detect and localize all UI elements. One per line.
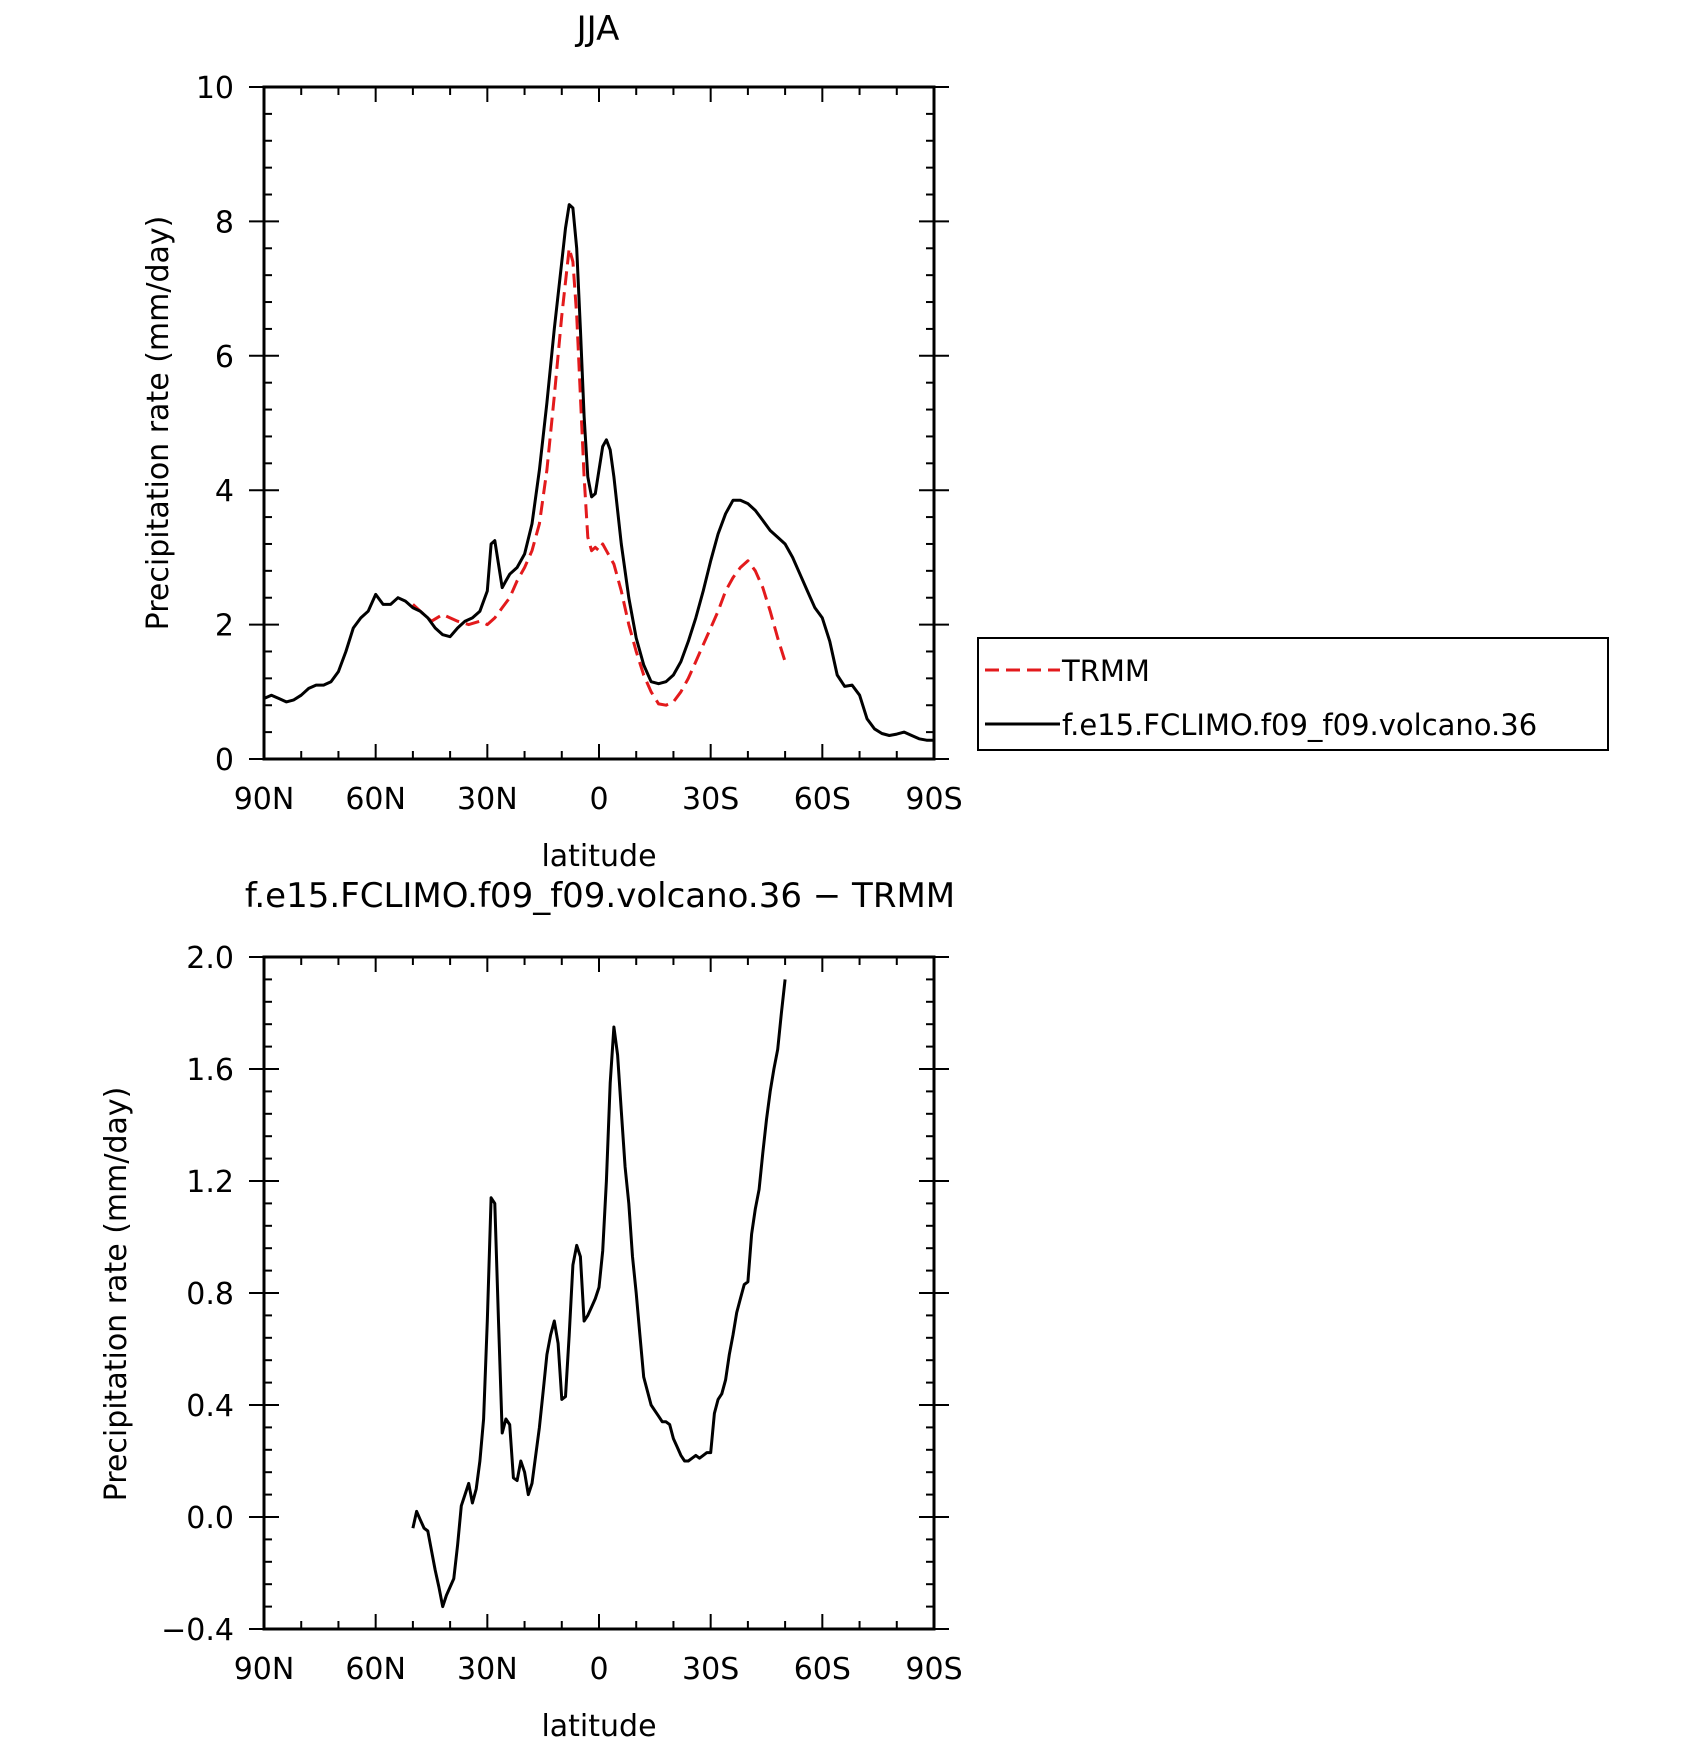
top-y-axis-label: Precipitation rate (mm/day) [141,216,176,631]
top-x-tick-label: 90S [905,782,962,817]
top-x-tick-label: 60S [794,782,851,817]
top-y-tick-label: 4 [215,474,234,509]
top-y-tick-label: 6 [215,340,234,375]
legend-trmm-label: TRMM [1061,654,1150,688]
top-x-tick-label: 30N [457,782,518,817]
top-panel-title: JJA [575,9,620,49]
top-y-tick-label: 0 [215,743,234,778]
top-x-tick-label: 0 [589,782,608,817]
top-x-tick-label: 90N [234,782,295,817]
bottom-x-tick-label: 60S [794,1652,851,1687]
top-y-tick-label: 10 [196,71,234,106]
top-series-f-e15-fclimo-f09-f09-volcano-36-line [263,203,934,742]
bottom-x-axis-label: latitude [541,1709,656,1741]
bottom-x-tick-label: 90N [234,1652,295,1687]
top-y-tick-label: 2 [215,609,234,644]
bottom-y-tick-label: 2.0 [186,941,234,976]
bottom-y-tick-label: 0.8 [186,1277,234,1312]
bottom-y-tick-label: 1.2 [186,1165,234,1200]
bottom-x-tick-label: 30S [682,1652,739,1687]
bottom-panel-title: f.e15.FCLIMO.f09_f09.volcano.36 − TRMM [245,876,955,916]
bottom-y-tick-label: 0.0 [186,1501,234,1536]
bottom-y-tick-label: −0.4 [161,1613,234,1648]
legend-model-label: f.e15.FCLIMO.f09_f09.volcano.36 [1062,708,1537,742]
top-x-axis-label: latitude [541,839,656,874]
bottom-y-tick-label: 1.6 [186,1053,234,1088]
bottom-x-tick-label: 0 [589,1652,608,1687]
top-series-trmm-line [411,246,787,707]
bottom-plot-frame [262,955,936,1631]
legend-box [977,637,1609,751]
bottom-series-difference-line [411,979,787,1609]
bottom-panel: f.e15.FCLIMO.f09_f09.volcano.36 − TRMM 9… [99,876,963,1741]
bottom-x-tick-label: 60N [345,1652,406,1687]
top-plot-frame [262,85,936,761]
bottom-y-tick-label: 0.4 [186,1389,234,1424]
legend: TRMM f.e15.FCLIMO.f09_f09.volcano.36 [977,637,1609,751]
top-x-tick-label: 30S [682,782,739,817]
top-x-tick-label: 60N [345,782,406,817]
top-y-tick-label: 8 [215,205,234,240]
bottom-x-tick-label: 30N [457,1652,518,1687]
bottom-x-tick-label: 90S [905,1652,962,1687]
bottom-y-axis-label: Precipitation rate (mm/day) [99,1087,134,1502]
